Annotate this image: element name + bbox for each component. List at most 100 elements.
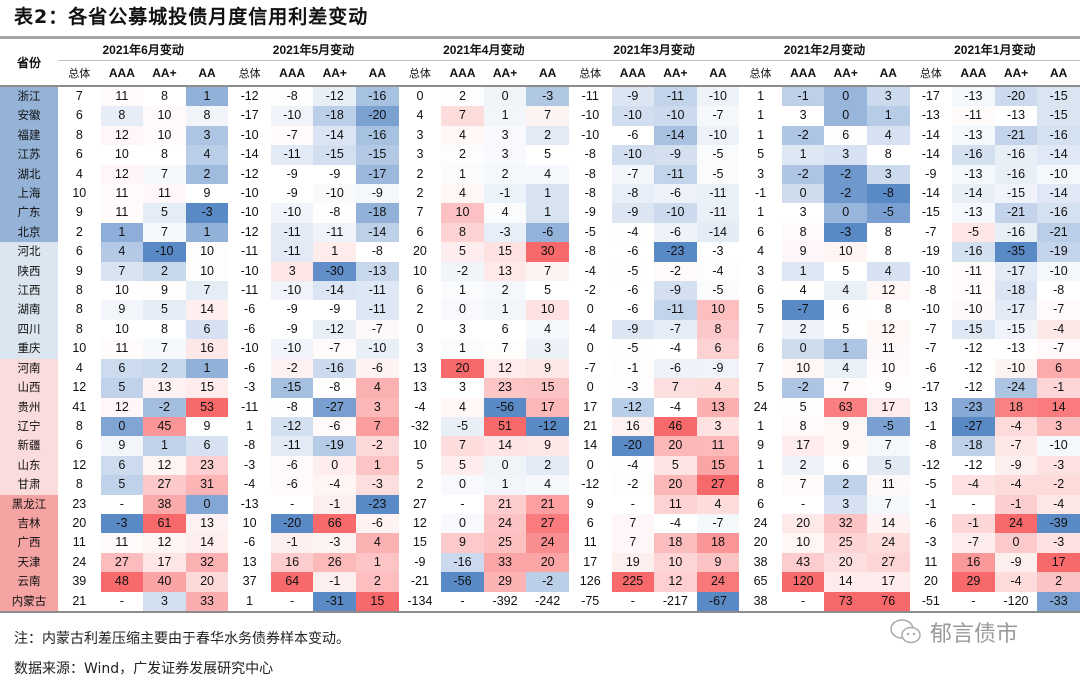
- total-cell: 6: [757, 224, 765, 239]
- rating-cell: -9: [611, 203, 655, 223]
- rating-cell: 4: [356, 533, 399, 553]
- total-cell: 10: [412, 438, 427, 453]
- rating-cell: 7: [185, 281, 229, 301]
- rating-cell: -4: [1037, 494, 1080, 514]
- total-cell: 3: [416, 127, 424, 142]
- rating-cell: 4: [781, 281, 825, 301]
- rating-cell: 64: [270, 572, 314, 592]
- rating-cell: -19: [313, 436, 357, 456]
- rating-cell: 10: [866, 358, 910, 379]
- rating-cell: -3: [824, 222, 867, 243]
- rating-cell: 1: [781, 145, 825, 165]
- rating-cell: -: [971, 496, 976, 511]
- rating-cell: 10: [441, 203, 484, 223]
- rating-cell: -14: [952, 184, 995, 204]
- rating-cell: -23: [654, 242, 697, 262]
- total-cell: -10: [240, 127, 259, 142]
- rating-cell: 20: [824, 552, 867, 573]
- rating-cell: 13: [483, 261, 527, 282]
- total-cell: -12: [921, 457, 940, 472]
- total-cell: -5: [925, 477, 937, 492]
- rating-cell: -5: [696, 281, 740, 301]
- rating-cell: 8: [781, 222, 825, 243]
- rating-cell: 14: [866, 513, 910, 534]
- total-cell: 6: [757, 283, 765, 298]
- rating-cell: -18: [952, 436, 995, 456]
- rating-cell: -11: [696, 203, 740, 223]
- total-cell: 5: [757, 380, 765, 395]
- total-cell: 11: [583, 535, 597, 550]
- rating-cell: -5: [441, 416, 484, 437]
- rating-cell: -16: [994, 164, 1038, 185]
- total-cell: -6: [925, 360, 937, 375]
- rating-cell: 7: [483, 339, 527, 359]
- rating-cell: -3: [100, 513, 144, 534]
- rating-cell: -3: [313, 533, 357, 553]
- rating-cell: -15: [356, 145, 399, 165]
- rating-cell: -6: [356, 513, 399, 534]
- rating-cell: 6: [185, 319, 229, 340]
- sub-header: AA+: [994, 60, 1038, 87]
- rating-cell: -18: [313, 106, 357, 126]
- total-cell: -10: [921, 302, 940, 317]
- rating-cell: 5: [143, 300, 186, 320]
- rating-cell: 7: [356, 416, 399, 437]
- rating-cell: -17: [356, 164, 399, 185]
- rating-cell: 10: [185, 242, 229, 262]
- rating-cell: -21: [1037, 222, 1080, 243]
- rating-cell: 19: [611, 552, 655, 573]
- rating-cell: 17: [781, 436, 825, 456]
- rating-cell: 8: [781, 416, 825, 437]
- rating-cell: 5: [526, 145, 569, 165]
- rating-cell: 7: [441, 106, 484, 126]
- table-row: 安徽 6 8 10 8 -17 -10 -18 -20 4 7 1 7 -10 -10 -10 -7 1 3 0 1 -1…: [0, 106, 1080, 126]
- rating-cell: 29: [483, 572, 527, 592]
- total-cell: 21: [583, 418, 598, 433]
- rating-cell: -17: [994, 261, 1038, 282]
- rating-cell: 8: [143, 145, 186, 165]
- rating-cell: -9: [611, 86, 655, 107]
- rating-cell: 2: [356, 572, 399, 592]
- rating-cell: 1: [100, 222, 144, 243]
- rating-cell: 0: [824, 203, 867, 223]
- total-cell: -8: [584, 186, 596, 201]
- rating-cell: 27: [143, 475, 186, 495]
- total-cell: -21: [410, 574, 429, 589]
- rating-cell: 24: [696, 572, 740, 592]
- rating-cell: 5: [100, 475, 144, 495]
- rating-cell: -8: [270, 397, 314, 417]
- total-cell: 6: [75, 438, 83, 453]
- rating-cell: 8: [143, 86, 186, 107]
- rating-cell: -10: [313, 184, 357, 204]
- rating-cell: 11: [866, 339, 910, 359]
- rating-cell: -4: [654, 397, 697, 417]
- watermark-text: 郁言债市: [930, 622, 1019, 647]
- rating-cell: -6: [611, 242, 655, 262]
- rating-cell: 3: [696, 416, 740, 437]
- rating-cell: 18: [696, 533, 740, 553]
- rating-cell: -9: [611, 319, 655, 340]
- total-cell: -7: [925, 321, 937, 336]
- rating-cell: -4: [994, 572, 1038, 592]
- rating-cell: 10: [526, 300, 569, 320]
- rating-cell: 0: [100, 416, 144, 437]
- total-cell: 6: [75, 147, 83, 162]
- rating-cell: -10: [270, 339, 314, 359]
- rating-cell: 3: [441, 319, 484, 340]
- total-cell: 17: [583, 399, 598, 414]
- sub-header: AAA: [270, 60, 314, 87]
- rating-cell: 0: [313, 455, 357, 476]
- total-cell: -3: [925, 535, 937, 550]
- rating-cell: 2: [143, 261, 186, 282]
- rating-cell: 11: [100, 203, 144, 223]
- rating-cell: 73: [824, 591, 867, 613]
- total-cell: -10: [581, 108, 600, 123]
- rating-cell: 2: [185, 164, 229, 185]
- province-cell: 浙江: [0, 86, 58, 107]
- rating-cell: 4: [483, 203, 527, 223]
- sub-header: AA: [185, 60, 229, 87]
- rating-cell: -5: [611, 339, 655, 359]
- rating-cell: 17: [866, 397, 910, 417]
- rating-cell: -7: [270, 125, 314, 146]
- rating-cell: 4: [866, 125, 910, 146]
